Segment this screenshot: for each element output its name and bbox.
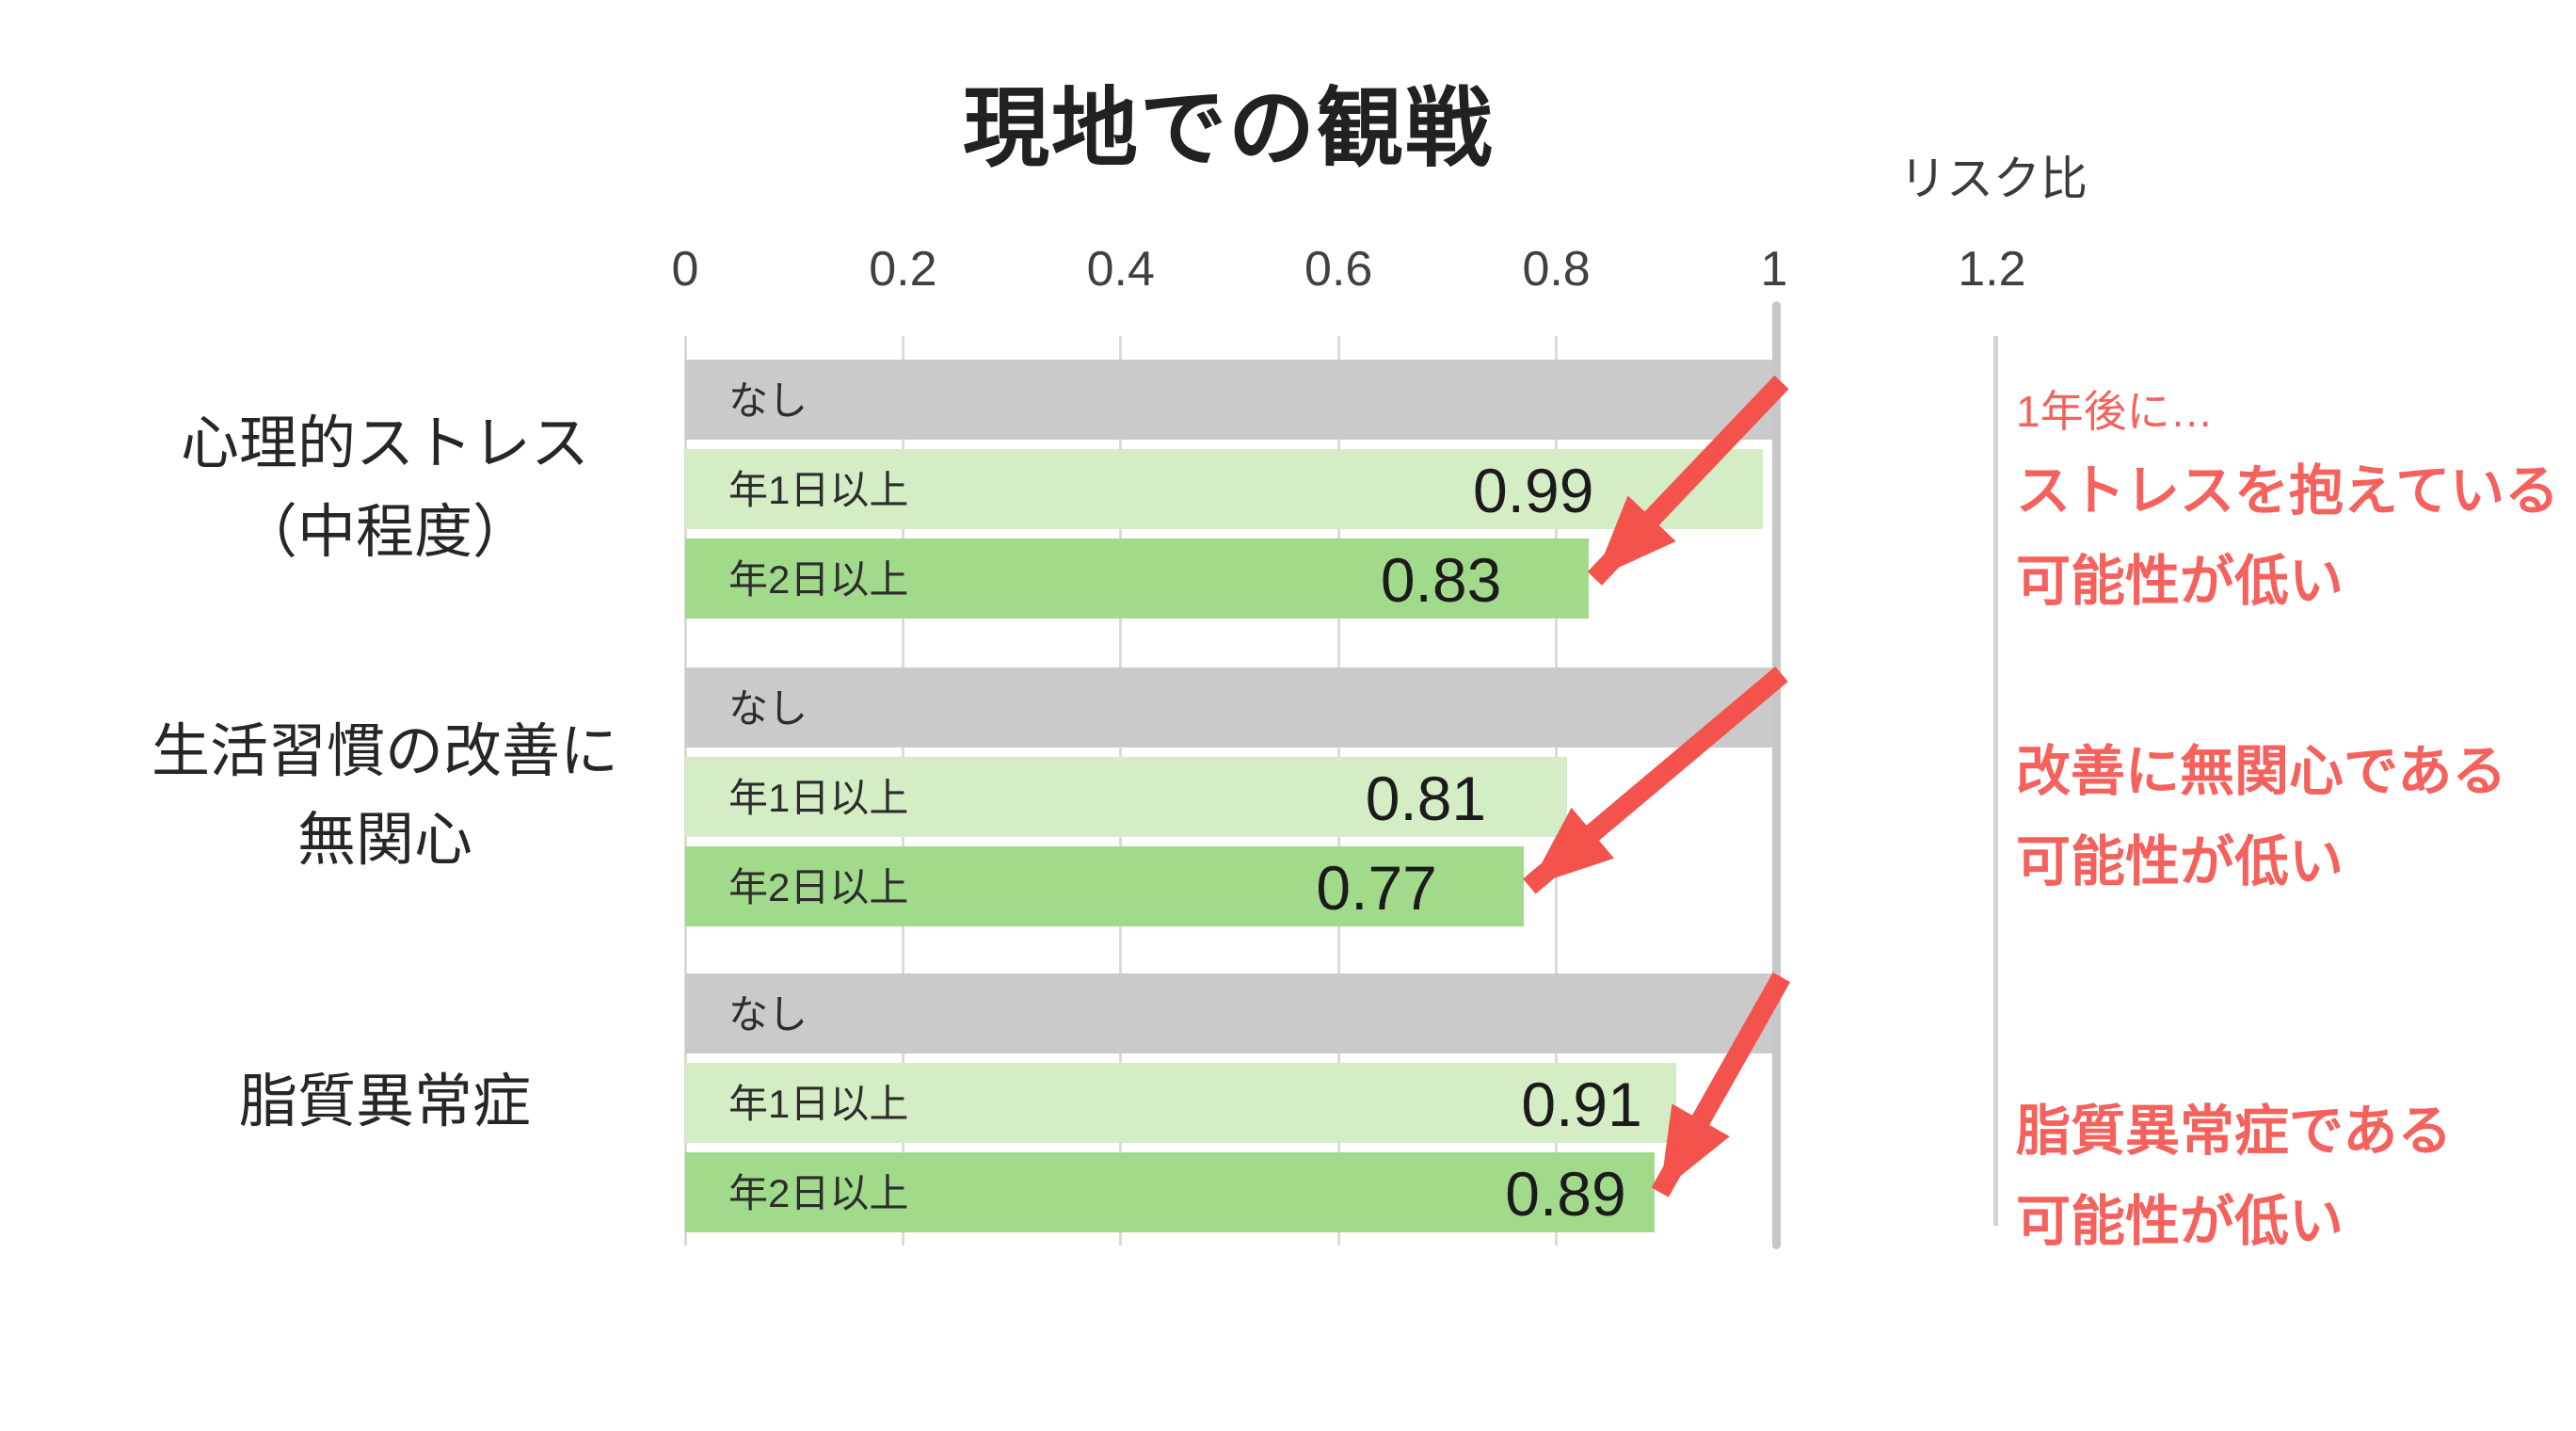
bar-row: 年1日以上 0.91 xyxy=(685,1063,1676,1143)
bar-label: 年1日以上 xyxy=(728,776,909,820)
annotation-line: 可能性が低い xyxy=(2016,831,2344,892)
bar-label: 年2日以上 xyxy=(728,865,909,909)
x-tick-label: 0.4 xyxy=(1086,242,1155,297)
secondary-axis-line xyxy=(1992,336,1998,1226)
x-tick-label: 0 xyxy=(671,242,699,297)
x-tick-label: 0.6 xyxy=(1304,242,1373,297)
bar xyxy=(685,1152,1655,1232)
bar-value-label: 0.89 xyxy=(1505,1159,1626,1229)
bar-row: なし xyxy=(685,667,1774,748)
x-axis-title: リスク比 xyxy=(1899,153,2088,205)
bar-row: 年1日以上 0.99 xyxy=(685,449,1764,529)
annotation-line: ストレスを抱えている xyxy=(2016,460,2560,522)
category-label-line: 心理的ストレス xyxy=(180,411,589,476)
bar-label: 年2日以上 xyxy=(728,557,909,602)
bar-row: 年1日以上 0.81 xyxy=(685,757,1568,837)
bar xyxy=(685,973,1774,1053)
category-label: 脂質異常症 xyxy=(79,1058,691,1147)
bar xyxy=(685,360,1774,440)
category-label: 生活習慣の改善に 無関心 xyxy=(79,708,691,885)
bar-value-label: 0.77 xyxy=(1316,853,1437,923)
bar xyxy=(685,1063,1676,1143)
bar xyxy=(685,449,1764,529)
annotation-line: 脂質異常症である xyxy=(2016,1101,2453,1162)
annotation-line: 改善に無関心である xyxy=(2016,741,2507,802)
category-label-line: 無関心 xyxy=(296,808,472,873)
bar-row: 年2日以上 0.77 xyxy=(685,846,1524,926)
bar-label: 年1日以上 xyxy=(728,468,909,512)
bar-label: 年1日以上 xyxy=(728,1082,909,1126)
bar-label: なし xyxy=(728,992,808,1037)
x-tick-label: 0.8 xyxy=(1522,242,1591,297)
annotation-block: 1年後に… ストレスを抱えている 可能性が低い xyxy=(2016,377,2559,627)
bar xyxy=(685,846,1524,926)
bar-value-label: 0.81 xyxy=(1365,764,1487,833)
category-label-line: 生活習慣の改善に xyxy=(151,719,618,784)
annotation-line: 可能性が低い xyxy=(2016,1191,2344,1252)
annotation-block: 改善に無関心である 可能性が低い xyxy=(2016,727,2506,908)
x-tick-label: 1.2 xyxy=(1958,242,2026,297)
bar xyxy=(685,667,1774,748)
bar-value-label: 0.83 xyxy=(1380,545,1502,615)
bar-label: なし xyxy=(728,686,808,731)
bar xyxy=(685,539,1590,619)
category-label-line: （中程度） xyxy=(238,500,531,565)
bar-row: なし xyxy=(685,973,1774,1053)
category-label: 心理的ストレス （中程度） xyxy=(79,400,691,577)
chart-title: 現地での観戦 xyxy=(962,81,1494,177)
x-tick-label: 0.2 xyxy=(869,242,937,297)
bar-row: なし xyxy=(685,360,1774,440)
bar-label: なし xyxy=(728,378,808,423)
annotation-lead: 1年後に… xyxy=(2016,387,2214,436)
x-tick-label: 1 xyxy=(1760,242,1788,297)
bar-value-label: 0.99 xyxy=(1472,456,1594,525)
bar-value-label: 0.91 xyxy=(1521,1069,1642,1139)
category-label-line: 脂質異常症 xyxy=(238,1069,531,1134)
annotation-line: 可能性が低い xyxy=(2016,551,2344,612)
bar-label: 年2日以上 xyxy=(728,1171,909,1215)
bar-row: 年2日以上 0.89 xyxy=(685,1152,1655,1232)
bar xyxy=(685,757,1568,837)
annotation-block: 脂質異常症である 可能性が低い xyxy=(2016,1086,2452,1267)
reference-line xyxy=(1771,301,1781,1249)
bar-row: 年2日以上 0.83 xyxy=(685,539,1590,619)
